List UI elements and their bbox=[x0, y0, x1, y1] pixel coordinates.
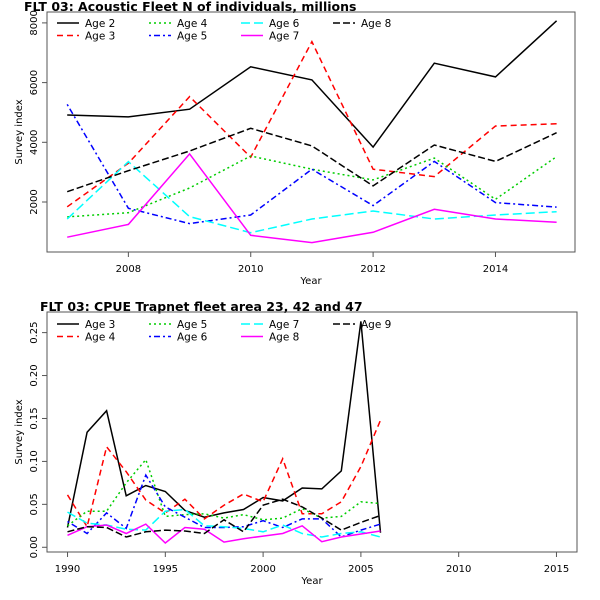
series-line-age-4 bbox=[66, 419, 382, 529]
series-line-age-6 bbox=[67, 473, 381, 538]
series-lines bbox=[66, 20, 558, 244]
legend-label: Age 2 bbox=[85, 18, 115, 30]
y-tick-label: 0.15 bbox=[29, 407, 40, 429]
x-tick-label: 2010 bbox=[238, 264, 263, 275]
x-tick-label: 2008 bbox=[116, 264, 141, 275]
series-line-age-7 bbox=[67, 152, 557, 244]
cpue-trapnet-panel: FLT 03: CPUE Trapnet fleet area 23, 42 a… bbox=[14, 299, 578, 587]
y-axis: 2000 4000 6000 8000 bbox=[29, 10, 48, 215]
legend-item: Age 4 bbox=[57, 332, 116, 344]
series-lines bbox=[66, 321, 382, 544]
y-tick-label: 0.25 bbox=[29, 321, 40, 343]
legend-item: Age 5 bbox=[149, 319, 207, 331]
x-tick-label: 2010 bbox=[446, 564, 471, 575]
x-tick-label: 1995 bbox=[153, 564, 178, 575]
series-line-age-9 bbox=[67, 498, 381, 538]
series-line-age-4 bbox=[67, 155, 558, 218]
x-tick-label: 2000 bbox=[250, 564, 275, 575]
legend-item: Age 3 bbox=[57, 31, 115, 43]
legend-item: Age 3 bbox=[57, 319, 115, 331]
x-tick-label: 2012 bbox=[360, 264, 385, 275]
y-tick-label: 2000 bbox=[29, 189, 40, 214]
legend-item: Age 9 bbox=[333, 319, 391, 331]
x-tick-label: 2015 bbox=[544, 564, 569, 575]
legend-label: Age 3 bbox=[85, 319, 115, 331]
chart-title: FLT 03: CPUE Trapnet fleet area 23, 42 a… bbox=[40, 299, 363, 314]
x-axis-label: Year bbox=[299, 276, 322, 287]
legend-label: Age 7 bbox=[269, 31, 299, 43]
legend-item: Age 2 bbox=[57, 18, 115, 30]
x-axis: 1990 1995 2000 2005 2010 2015 bbox=[55, 551, 569, 575]
y-tick-label: 0.00 bbox=[29, 536, 40, 558]
legend-item: Age 5 bbox=[149, 31, 207, 43]
series-line-age-3 bbox=[66, 321, 382, 533]
legend-label: Age 4 bbox=[177, 18, 208, 30]
y-tick-label: 0.05 bbox=[29, 493, 40, 515]
series-line-age-3 bbox=[66, 40, 557, 208]
chart-title: FLT 03: Acoustic Fleet N of individuals,… bbox=[24, 0, 356, 14]
x-tick-label: 1990 bbox=[55, 564, 80, 575]
legend-item: Age 7 bbox=[241, 319, 299, 331]
legend-label: Age 6 bbox=[177, 332, 208, 344]
x-tick-label: 2005 bbox=[348, 564, 373, 575]
y-axis-label: Survey index bbox=[14, 99, 25, 164]
y-tick-label: 6000 bbox=[29, 70, 40, 95]
acoustic-fleet-panel: FLT 03: Acoustic Fleet N of individuals,… bbox=[14, 0, 576, 287]
legend-label: Age 8 bbox=[269, 332, 299, 344]
y-axis-label: Survey index bbox=[14, 399, 25, 464]
legend-label: Age 9 bbox=[361, 319, 391, 331]
legend-item: Age 7 bbox=[241, 31, 299, 43]
legend-item: Age 4 bbox=[149, 18, 208, 30]
legend-item: Age 6 bbox=[149, 332, 208, 344]
legend-label: Age 5 bbox=[177, 31, 207, 43]
series-line-age-7 bbox=[67, 508, 381, 538]
legend-label: Age 5 bbox=[177, 319, 207, 331]
x-axis: 2008 2010 2012 2014 bbox=[116, 251, 508, 275]
legend-label: Age 7 bbox=[269, 319, 299, 331]
series-line-age-2 bbox=[67, 20, 558, 149]
legend-label: Age 8 bbox=[361, 18, 391, 30]
y-tick-label: 0.20 bbox=[29, 364, 40, 386]
legend-item: Age 6 bbox=[241, 18, 300, 30]
x-tick-label: 2014 bbox=[483, 264, 508, 275]
y-axis: 0.00 0.05 0.10 0.15 0.20 0.25 bbox=[29, 321, 48, 558]
series-line-age-8 bbox=[67, 523, 381, 544]
series-line-age-5 bbox=[67, 458, 381, 527]
y-tick-label: 4000 bbox=[29, 130, 40, 155]
y-tick-label: 0.10 bbox=[29, 450, 40, 472]
legend-item: Age 8 bbox=[333, 18, 391, 30]
legend-item: Age 8 bbox=[241, 332, 299, 344]
legend-label: Age 6 bbox=[269, 18, 300, 30]
x-axis-label: Year bbox=[300, 576, 323, 587]
series-line-age-5 bbox=[66, 104, 557, 225]
y-tick-label: 8000 bbox=[29, 10, 40, 35]
series-line-age-8 bbox=[66, 127, 557, 193]
legend-label: Age 4 bbox=[85, 332, 116, 344]
legend-label: Age 3 bbox=[85, 31, 115, 43]
